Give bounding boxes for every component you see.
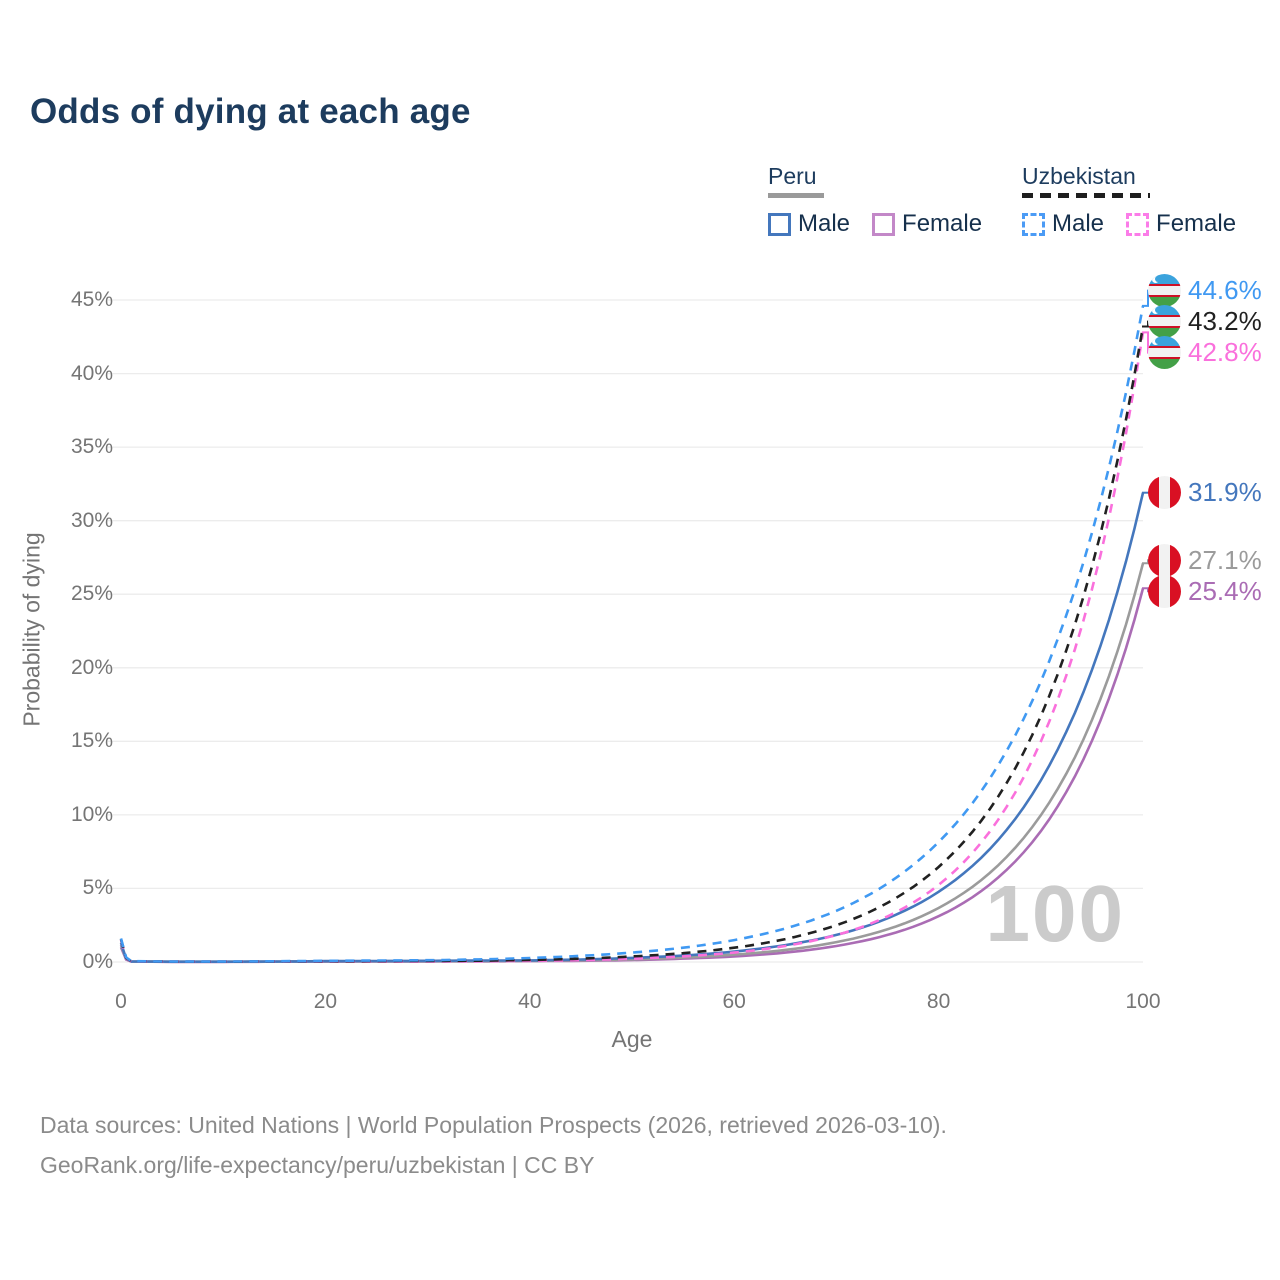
legend-item-peru-female: Female [872, 210, 982, 238]
age-watermark: 100 [985, 869, 1125, 958]
y-tick-label: 0% [82, 950, 113, 973]
peru-flag-icon [1148, 543, 1181, 577]
x-tick-label: 80 [926, 990, 951, 1013]
x-axis-title: Age [611, 1026, 653, 1052]
end-label-value: 43.2% [1188, 306, 1262, 337]
end-label-value: 31.9% [1188, 477, 1262, 508]
y-tick-label: 15% [70, 729, 113, 753]
legend-swatch-dashed-blue [1022, 212, 1045, 236]
x-tick-label: 60 [722, 990, 746, 1013]
end-label-value: 25.4% [1188, 575, 1262, 606]
y-tick-label: 20% [70, 655, 113, 679]
uzbekistan-flag-icon [1148, 274, 1181, 308]
legend-item-label: Male [1052, 210, 1105, 237]
y-tick-label: 30% [70, 508, 113, 532]
y-tick-label: 45% [70, 288, 113, 311]
y-axis-title: Probability of dying [18, 532, 45, 727]
end-label-value: 42.8% [1188, 337, 1262, 368]
end-label-peru_female: 25.4% [1148, 574, 1262, 608]
legend-line-sample-solid [768, 193, 824, 198]
x-tick-label: 40 [518, 990, 542, 1013]
page-title: Odds of dying at each age [30, 92, 471, 131]
legend-item-label: Male [798, 210, 851, 237]
legend-item-uzbekistan-female: Female [1126, 210, 1236, 238]
y-tick-label: 25% [70, 582, 113, 606]
legend-group-uzbekistan: Uzbekistan Male Female [1022, 163, 1236, 238]
peru-flag-icon [1148, 476, 1181, 510]
footer: Data sources: United Nations | World Pop… [40, 1105, 947, 1185]
legend-item-uzbekistan-male: Male [1022, 210, 1104, 238]
legend-item-label: Female [902, 210, 983, 237]
legend-country-label: Uzbekistan [1022, 163, 1136, 189]
legend-swatch-solid-purple [872, 212, 896, 236]
legend-swatch-dashed-pink [1126, 212, 1150, 236]
legend-line-sample-dashed [1022, 193, 1150, 198]
attribution-text: GeoRank.org/life-expectancy/peru/uzbekis… [40, 1152, 595, 1178]
end-label-uz_female: 42.8% [1148, 336, 1262, 370]
y-tick-label: 35% [70, 435, 113, 459]
uzbekistan-flag-icon [1148, 336, 1181, 370]
y-tick-label: 40% [70, 361, 113, 385]
legend-item-label: Female [1156, 210, 1237, 237]
series-line-uz_male [119, 305, 1145, 963]
legend-country-label: Peru [768, 163, 817, 189]
uzbekistan-flag-icon [1148, 305, 1181, 339]
end-label-value: 44.6% [1188, 275, 1262, 306]
legend-group-peru: Peru Male Female [768, 163, 982, 238]
series-line-uz_overall [119, 326, 1145, 963]
end-label-value: 27.1% [1188, 544, 1262, 575]
y-tick-label: 10% [70, 802, 113, 826]
x-tick-label: 0 [115, 990, 127, 1013]
end-label-peru_male: 31.9% [1148, 476, 1262, 510]
end-label-uz_male: 44.6% [1148, 274, 1262, 308]
data-sources-text: Data sources: United Nations | World Pop… [40, 1112, 947, 1138]
end-label-peru_overall: 27.1% [1148, 543, 1262, 577]
x-tick-label: 20 [313, 990, 338, 1013]
end-label-uz_overall: 43.2% [1148, 305, 1262, 339]
legend-item-peru-male: Male [768, 210, 850, 238]
peru-flag-icon [1148, 574, 1181, 608]
y-tick-label: 5% [82, 876, 113, 900]
legend-swatch-solid-blue [768, 212, 791, 236]
x-tick-label: 100 [1125, 990, 1161, 1013]
